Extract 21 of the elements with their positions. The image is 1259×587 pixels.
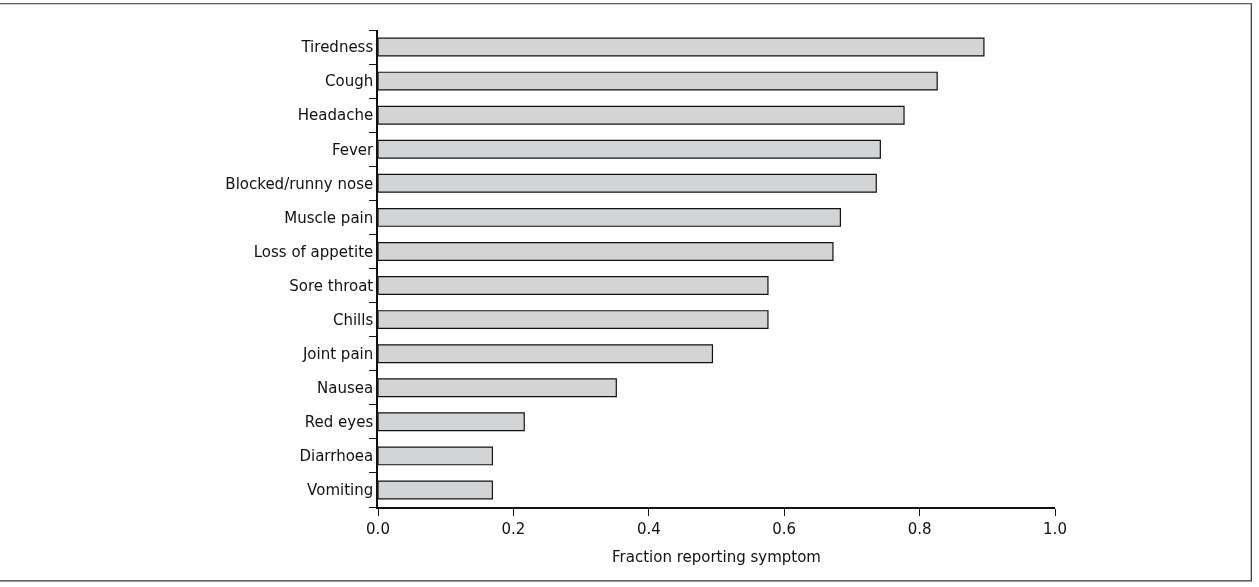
x-tick-label: 0.0 [366,519,390,538]
x-tick-label: 0.8 [907,519,932,538]
x-tick-label: 0.6 [772,519,797,538]
y-tick-label: Joint pain [301,344,374,363]
y-tick-label: Tiredness [300,38,374,57]
x-tick-label: 1.0 [1043,519,1067,538]
y-tick-label: Loss of appetite [253,242,374,261]
x-axis-title: Fraction reporting symptom [612,548,821,567]
y-tick-label: Blocked/runny nose [225,174,374,193]
x-tick-label: 0.2 [501,519,526,538]
x-tick-label: 0.4 [636,519,661,538]
y-tick-label: Headache [297,106,374,125]
y-tick-label: Red eyes [304,413,374,432]
y-tick-label: Fever [331,140,375,159]
y-tick-label: Muscle pain [284,208,374,227]
y-tick-label: Sore throat [289,276,374,295]
y-tick-label: Nausea [317,379,374,397]
y-tick-label: Chills [332,310,374,329]
y-tick-label: Vomiting [307,481,374,500]
y-tick-label: Diarrhoea [299,447,374,466]
y-tick-label: Cough [325,72,374,91]
